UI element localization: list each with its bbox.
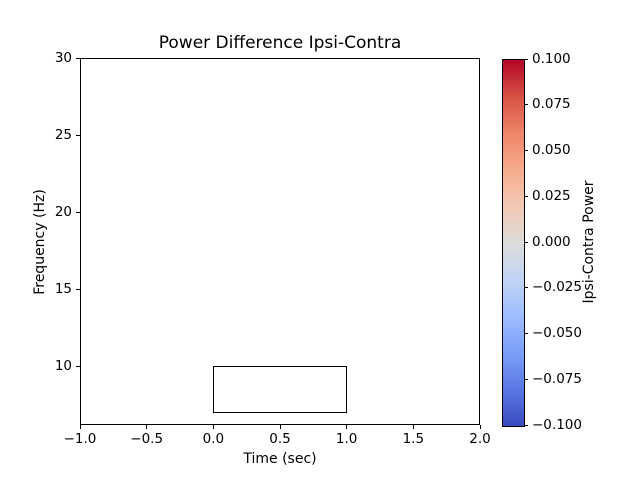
colorbar-tick-label: −0.075 bbox=[532, 370, 582, 387]
x-tick-mark bbox=[212, 425, 214, 429]
y-tick-label: 20 bbox=[54, 203, 72, 220]
colorbar-tick-mark bbox=[524, 104, 528, 106]
colorbar-tick-label: 0.050 bbox=[532, 142, 571, 158]
colorbar-tick-mark bbox=[524, 287, 528, 289]
x-tick-mark bbox=[479, 425, 481, 429]
colorbar-tick-label: 0.100 bbox=[532, 50, 571, 67]
colorbar-tick-label: 0.025 bbox=[532, 187, 571, 204]
x-tick-label: −0.5 bbox=[130, 431, 164, 447]
x-tick-label: 0.5 bbox=[269, 431, 291, 447]
x-tick-label: 1.5 bbox=[402, 431, 425, 447]
colorbar-tick-label: −0.100 bbox=[532, 416, 582, 433]
x-tick-mark bbox=[79, 425, 81, 429]
plot-area bbox=[80, 58, 480, 425]
colorbar-tick-label: −0.025 bbox=[532, 279, 582, 296]
colorbar-tick-mark bbox=[524, 150, 528, 151]
x-tick-mark bbox=[346, 425, 348, 429]
x-tick-label: 0.0 bbox=[202, 431, 225, 447]
x-tick-label: −1.0 bbox=[63, 431, 97, 447]
chart-title: Power Difference Ipsi-Contra bbox=[158, 33, 402, 53]
y-tick-label: 10 bbox=[54, 357, 72, 374]
roi-rectangle bbox=[213, 366, 347, 413]
x-axis-label: Time (sec) bbox=[243, 451, 317, 467]
colorbar-tick-label: 0.000 bbox=[532, 233, 571, 250]
colorbar-tick-label: −0.050 bbox=[532, 325, 582, 341]
colorbar-tick-mark bbox=[524, 424, 528, 426]
colorbar-tick-mark bbox=[524, 378, 528, 380]
y-tick-mark bbox=[76, 365, 80, 367]
x-tick-mark bbox=[412, 425, 414, 429]
y-tick-label: 15 bbox=[54, 280, 72, 297]
colorbar-tick-mark bbox=[524, 195, 528, 197]
y-tick-mark bbox=[76, 288, 80, 290]
colorbar-tick-mark bbox=[524, 58, 528, 60]
colorbar bbox=[502, 59, 525, 427]
colorbar-tick-label: 0.075 bbox=[532, 96, 571, 113]
x-tick-label: 2.0 bbox=[469, 431, 491, 447]
colorbar-tick-mark bbox=[524, 333, 528, 334]
y-tick-label: 30 bbox=[54, 49, 72, 66]
y-tick-mark bbox=[76, 211, 80, 213]
x-tick-mark bbox=[146, 425, 148, 429]
x-tick-mark bbox=[279, 425, 281, 429]
colorbar-label: Ipsi-Contra Power bbox=[581, 180, 597, 304]
y-tick-mark bbox=[76, 134, 80, 136]
y-tick-label: 25 bbox=[54, 126, 72, 143]
colorbar-tick-mark bbox=[524, 241, 528, 243]
x-tick-label: 1.0 bbox=[335, 431, 358, 447]
y-tick-mark bbox=[76, 57, 80, 59]
